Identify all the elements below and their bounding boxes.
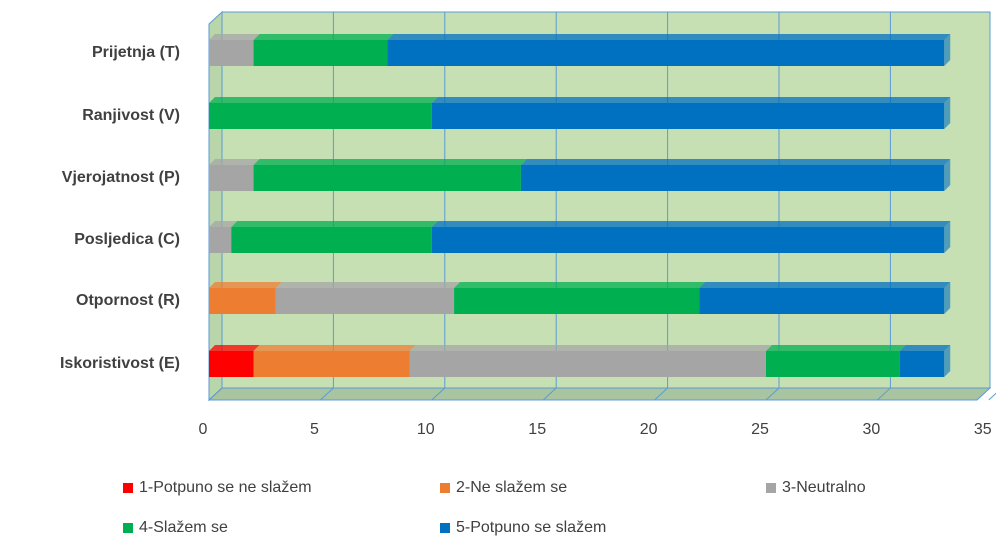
bar xyxy=(387,40,945,66)
bar-side xyxy=(944,221,951,253)
bar-top xyxy=(209,97,438,103)
bar-top xyxy=(209,345,260,351)
bar xyxy=(209,40,254,66)
bar xyxy=(253,351,410,377)
bar-top xyxy=(899,345,951,351)
bar-top xyxy=(766,345,906,351)
bar xyxy=(231,227,432,253)
bar-side xyxy=(944,282,951,314)
bar xyxy=(209,288,276,314)
y-tick-label: Posljedica (C) xyxy=(74,231,180,248)
legend-swatch xyxy=(766,483,776,493)
bar xyxy=(409,351,766,377)
bar xyxy=(766,351,900,377)
bar xyxy=(275,288,455,314)
bar-top xyxy=(209,221,238,227)
bar-side xyxy=(944,97,951,129)
bar-top xyxy=(231,221,438,227)
y-tick-label: Otpornost (R) xyxy=(76,292,180,309)
x-tick-label: 5 xyxy=(310,421,319,438)
floor-line xyxy=(654,387,668,401)
bar-top xyxy=(431,221,951,227)
bar-top xyxy=(253,345,416,351)
floor-line xyxy=(877,387,891,401)
bar-top xyxy=(520,159,951,165)
bar-top xyxy=(454,282,706,288)
bar-side xyxy=(944,159,951,191)
bar xyxy=(431,103,945,129)
legend-label: 2-Ne slažem se xyxy=(456,479,567,496)
bar-side xyxy=(944,34,951,66)
bar-top xyxy=(387,34,951,40)
x-tick-label: 15 xyxy=(528,421,546,438)
legend-swatch xyxy=(440,523,450,533)
bar-side xyxy=(944,345,951,377)
floor xyxy=(207,387,992,401)
bar xyxy=(209,165,254,191)
bar xyxy=(209,351,254,377)
y-tick-label: Ranjivost (V) xyxy=(82,107,180,124)
bar-top xyxy=(209,159,260,165)
bar-top xyxy=(699,282,951,288)
bar xyxy=(899,351,945,377)
floor-line xyxy=(320,387,334,401)
bar-top xyxy=(209,282,282,288)
bar-top xyxy=(209,34,260,40)
y-tick-label: Prijetnja (T) xyxy=(92,44,180,61)
x-tick-label: 0 xyxy=(199,421,208,438)
bar xyxy=(253,40,388,66)
legend-label: 1-Potpuno se ne slažem xyxy=(139,479,312,496)
legend-label: 5-Potpuno se slažem xyxy=(456,519,606,536)
x-tick-label: 20 xyxy=(640,421,658,438)
legend-swatch xyxy=(123,483,133,493)
bar-top xyxy=(431,97,951,103)
y-tick-label: Iskoristivost (E) xyxy=(60,355,180,372)
legend-swatch xyxy=(440,483,450,493)
bar xyxy=(253,165,521,191)
bar xyxy=(454,288,700,314)
floor-line xyxy=(988,392,996,401)
bar xyxy=(699,288,945,314)
floor-line xyxy=(431,387,446,401)
y-tick-label: Vjerojatnost (P) xyxy=(62,169,180,186)
x-tick-label: 30 xyxy=(863,421,881,438)
bar-top xyxy=(409,345,772,351)
x-tick-label: 25 xyxy=(751,421,769,438)
floor-line xyxy=(765,387,780,401)
bar-top xyxy=(253,159,527,165)
x-tick-label: 35 xyxy=(974,421,992,438)
legend-label: 3-Neutralno xyxy=(782,479,866,496)
legend-swatch xyxy=(123,523,133,533)
bar xyxy=(520,165,945,191)
bar xyxy=(431,227,945,253)
legend-label: 4-Slažem se xyxy=(139,519,228,536)
bar xyxy=(209,103,432,129)
floor-line xyxy=(542,387,557,401)
floor-line xyxy=(208,387,223,401)
bar-top xyxy=(275,282,461,288)
bar xyxy=(209,227,232,253)
back-wall xyxy=(221,11,991,389)
x-tick-label: 10 xyxy=(417,421,435,438)
side-wall xyxy=(208,10,223,402)
bar-top xyxy=(253,34,394,40)
